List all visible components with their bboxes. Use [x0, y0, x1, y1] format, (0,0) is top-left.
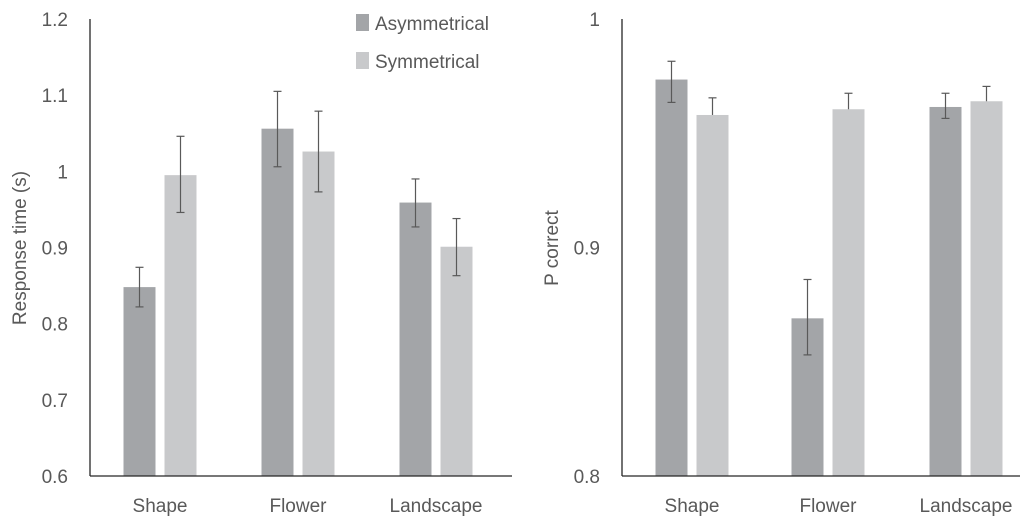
- x-tick-label: Shape: [665, 496, 720, 517]
- legend-label-symmetrical: Symmetrical: [375, 52, 480, 73]
- y-tick-label: 1.2: [42, 10, 68, 31]
- bar-symmetrical-landscape: [440, 246, 473, 476]
- y-tick-label: 0.8: [574, 467, 600, 488]
- bar-asymmetrical-landscape: [929, 106, 962, 476]
- x-tick-label: Flower: [269, 496, 327, 517]
- y-tick-label: 0.7: [42, 391, 68, 412]
- y-tick-label: 1.1: [42, 86, 68, 107]
- x-tick-label: Flower: [799, 496, 857, 517]
- x-tick-label: Landscape: [920, 496, 1013, 517]
- bar-asymmetrical-flower: [261, 128, 294, 476]
- bar-symmetrical-shape: [164, 175, 197, 476]
- bar-symmetrical-landscape: [970, 101, 1003, 476]
- legend-swatch-asymmetrical: [356, 14, 369, 31]
- bar-asymmetrical-shape: [123, 287, 156, 476]
- y-tick-label: 0.9: [574, 239, 600, 260]
- y-axis-title: P correct: [542, 209, 563, 285]
- legend-label-asymmetrical: Asymmetrical: [375, 14, 489, 35]
- legend-swatch-symmetrical: [356, 52, 369, 69]
- y-tick-label: 0.8: [42, 315, 68, 336]
- x-tick-label: Landscape: [390, 496, 483, 517]
- y-tick-label: 0.6: [42, 467, 68, 488]
- y-tick-label: 1: [57, 162, 68, 183]
- x-tick-label: Shape: [133, 496, 188, 517]
- bar-asymmetrical-shape: [655, 79, 688, 477]
- y-axis-title: Response time (s): [10, 171, 31, 325]
- y-tick-label: 0.9: [42, 239, 68, 260]
- bar-symmetrical-flower: [302, 151, 335, 476]
- bar-asymmetrical-landscape: [399, 202, 432, 477]
- y-tick-label: 1: [589, 10, 600, 31]
- bar-symmetrical-flower: [832, 109, 865, 476]
- bar-symmetrical-shape: [696, 114, 729, 476]
